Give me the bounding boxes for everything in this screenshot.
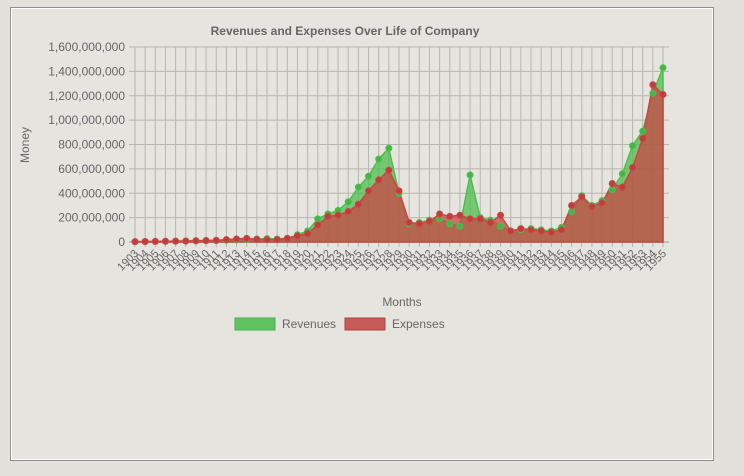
data-point-expenses[interactable] (222, 236, 230, 244)
legend-label-expenses[interactable]: Expenses (392, 317, 445, 331)
data-point-revenues[interactable] (649, 89, 657, 97)
y-tick-label: 800,000,000 (58, 138, 125, 152)
data-point-expenses[interactable] (537, 227, 545, 235)
y-tick-label: 600,000,000 (58, 162, 125, 176)
data-point-expenses[interactable] (283, 234, 291, 242)
data-point-expenses[interactable] (507, 227, 515, 235)
data-point-revenues[interactable] (314, 215, 322, 223)
data-point-revenues[interactable] (639, 127, 647, 135)
data-point-expenses[interactable] (375, 176, 383, 184)
data-point-revenues[interactable] (629, 142, 637, 150)
x-axis-label: Months (382, 295, 421, 309)
data-point-expenses[interactable] (446, 212, 454, 220)
chart-title: Revenues and Expenses Over Life of Compa… (211, 24, 480, 38)
x-ticks: 1903190419051906190719081909191019111912… (115, 248, 669, 274)
y-tick-label: 1,400,000,000 (48, 64, 125, 78)
data-point-expenses[interactable] (568, 201, 576, 209)
data-point-expenses[interactable] (334, 211, 342, 219)
data-point-expenses[interactable] (385, 166, 393, 174)
data-point-revenues[interactable] (608, 186, 616, 194)
series-points (131, 64, 667, 246)
data-point-expenses[interactable] (233, 235, 241, 243)
legend-label-revenues[interactable]: Revenues (282, 317, 336, 331)
data-point-expenses[interactable] (415, 220, 423, 228)
data-point-expenses[interactable] (425, 217, 433, 225)
data-point-revenues[interactable] (385, 144, 393, 152)
data-point-revenues[interactable] (446, 220, 454, 228)
data-point-expenses[interactable] (192, 237, 200, 245)
legend-swatch-revenues[interactable] (234, 317, 276, 331)
y-tick-label: 1,600,000,000 (48, 40, 125, 54)
data-point-expenses[interactable] (273, 236, 281, 244)
y-tick-label: 0 (118, 235, 125, 249)
data-point-expenses[interactable] (182, 237, 190, 245)
data-point-expenses[interactable] (131, 238, 139, 246)
y-axis-label: Money (18, 127, 32, 163)
legend: Revenues Expenses (234, 317, 445, 331)
data-point-expenses[interactable] (161, 237, 169, 245)
y-tick-label: 400,000,000 (58, 186, 125, 200)
data-point-expenses[interactable] (639, 134, 647, 142)
data-point-expenses[interactable] (598, 199, 606, 207)
data-point-expenses[interactable] (151, 237, 159, 245)
data-point-revenues[interactable] (497, 222, 505, 230)
data-point-expenses[interactable] (344, 208, 352, 216)
data-point-expenses[interactable] (456, 211, 464, 219)
data-point-expenses[interactable] (557, 226, 565, 234)
data-point-expenses[interactable] (486, 219, 494, 226)
data-point-expenses[interactable] (527, 226, 535, 234)
data-point-expenses[interactable] (304, 229, 312, 237)
data-point-expenses[interactable] (202, 237, 210, 245)
data-point-expenses[interactable] (365, 187, 373, 195)
data-point-expenses[interactable] (212, 236, 220, 244)
y-tick-label: 1,200,000,000 (48, 89, 125, 103)
data-point-revenues[interactable] (344, 198, 352, 206)
data-point-expenses[interactable] (517, 225, 525, 233)
data-point-expenses[interactable] (263, 236, 271, 244)
data-point-expenses[interactable] (547, 228, 555, 236)
data-point-expenses[interactable] (436, 210, 444, 218)
data-point-expenses[interactable] (578, 193, 586, 201)
data-point-expenses[interactable] (659, 91, 667, 99)
data-point-revenues[interactable] (354, 183, 362, 191)
data-point-expenses[interactable] (324, 212, 332, 220)
data-point-expenses[interactable] (497, 211, 505, 219)
y-tick-label: 1,000,000,000 (48, 113, 125, 127)
data-point-revenues[interactable] (375, 155, 383, 163)
data-point-expenses[interactable] (649, 81, 657, 89)
data-point-expenses[interactable] (466, 215, 474, 223)
legend-swatch-expenses[interactable] (344, 317, 386, 331)
data-point-revenues[interactable] (659, 64, 667, 72)
data-point-expenses[interactable] (354, 200, 362, 208)
data-point-revenues[interactable] (466, 171, 474, 179)
data-point-expenses[interactable] (588, 203, 596, 211)
data-point-expenses[interactable] (618, 183, 626, 191)
data-point-expenses[interactable] (405, 219, 413, 226)
y-tick-label: 200,000,000 (58, 211, 125, 225)
data-point-expenses[interactable] (629, 164, 637, 172)
data-point-expenses[interactable] (172, 237, 180, 245)
data-point-expenses[interactable] (243, 234, 251, 242)
data-point-expenses[interactable] (141, 238, 149, 246)
data-point-revenues[interactable] (568, 208, 576, 216)
y-ticks: 0 200,000,000 400,000,000 600,000,000 800,00… (48, 40, 125, 249)
data-point-expenses[interactable] (476, 215, 484, 223)
data-point-revenues[interactable] (365, 172, 373, 180)
data-point-expenses[interactable] (395, 187, 403, 195)
data-point-revenues[interactable] (618, 170, 626, 178)
data-point-expenses[interactable] (253, 235, 261, 243)
data-point-expenses[interactable] (608, 180, 616, 187)
data-point-expenses[interactable] (314, 221, 322, 229)
data-point-revenues[interactable] (456, 222, 464, 230)
data-point-expenses[interactable] (293, 232, 301, 240)
